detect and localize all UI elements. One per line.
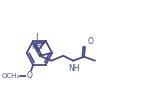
Text: OCH₃: OCH₃ xyxy=(1,73,19,79)
Text: O: O xyxy=(27,71,32,80)
Text: I: I xyxy=(35,33,38,42)
Text: NH: NH xyxy=(68,64,80,73)
Text: NH: NH xyxy=(31,42,42,51)
Text: O: O xyxy=(88,37,94,46)
